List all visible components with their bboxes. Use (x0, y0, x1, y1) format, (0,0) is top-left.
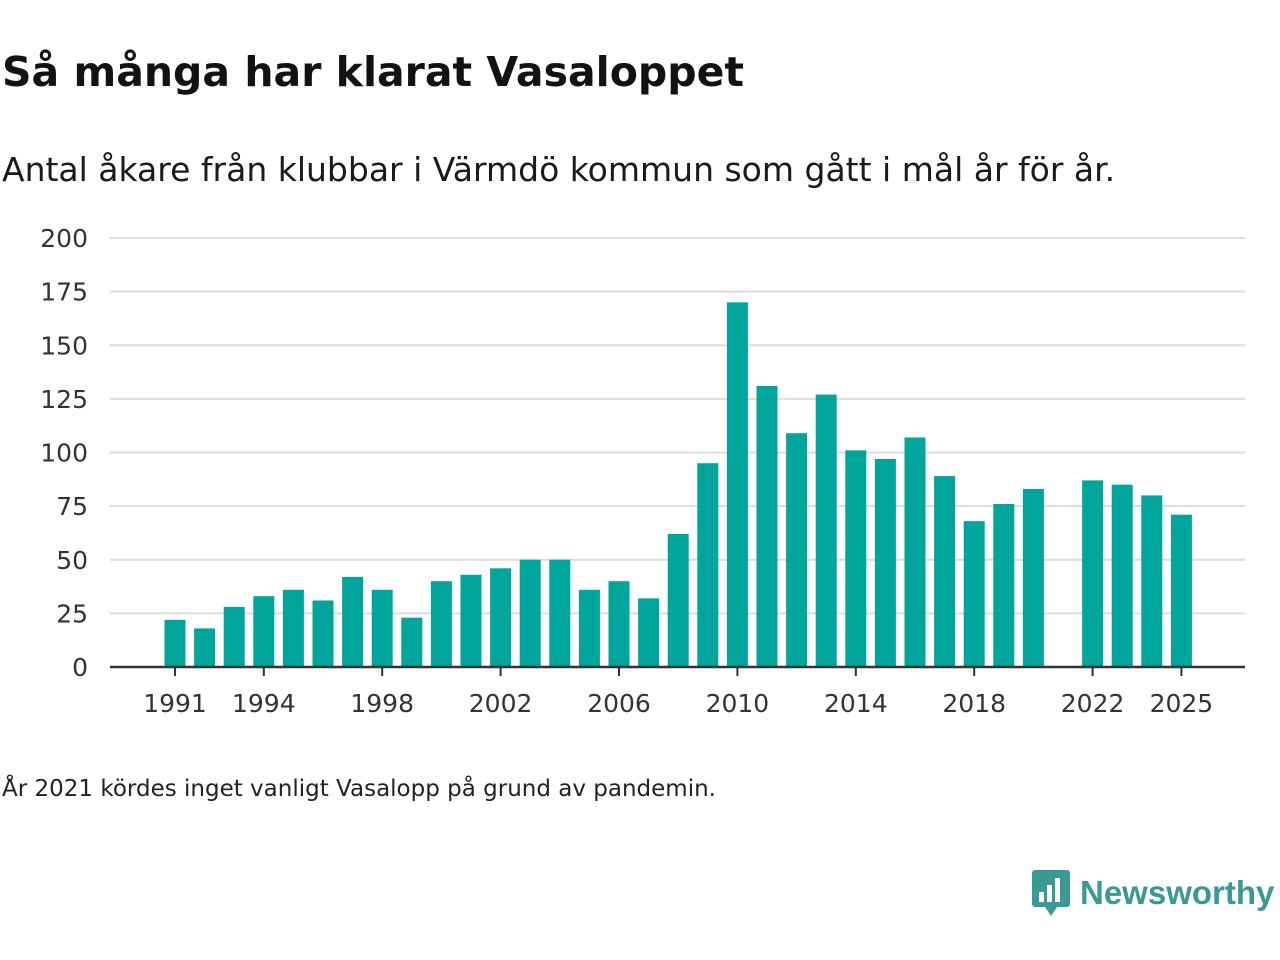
x-tick-label: 1994 (232, 689, 296, 718)
bar-2010[interactable] (726, 302, 748, 667)
bar-2017[interactable] (934, 476, 956, 667)
bar-2007[interactable] (638, 598, 660, 667)
bar-2014[interactable] (845, 450, 867, 667)
bar-1998[interactable] (371, 589, 393, 667)
bar-1992[interactable] (194, 628, 216, 667)
bar-1991[interactable] (164, 619, 186, 667)
bar-1995[interactable] (282, 589, 304, 667)
x-tick-label: 1998 (350, 689, 414, 718)
bar-2023[interactable] (1111, 484, 1133, 667)
bar-2016[interactable] (904, 437, 926, 667)
bar-2020[interactable] (1022, 488, 1044, 667)
bar-2009[interactable] (697, 463, 719, 667)
bar-2004[interactable] (549, 559, 571, 667)
bar-2002[interactable] (490, 568, 512, 667)
bar-2015[interactable] (874, 458, 896, 667)
x-tick-label: 2010 (706, 689, 770, 718)
chart-title: Så många har klarat Vasaloppet (2, 48, 744, 96)
x-tick-label: 2006 (587, 689, 651, 718)
bar-2024[interactable] (1141, 495, 1163, 667)
bar-2019[interactable] (993, 503, 1015, 667)
bar-2011[interactable] (756, 386, 778, 667)
bar-2003[interactable] (519, 559, 541, 667)
bar-1999[interactable] (401, 617, 423, 667)
newsworthy-logo-icon (1032, 870, 1070, 916)
bar-2022[interactable] (1082, 480, 1104, 667)
bar-1996[interactable] (312, 600, 334, 667)
bar-1994[interactable] (253, 596, 275, 667)
x-tick-label: 2018 (942, 689, 1006, 718)
x-tick-label: 2022 (1061, 689, 1125, 718)
bar-2001[interactable] (460, 574, 482, 667)
bar-chart: 0 25 50 75 100 125 150 175 200 1991 1994 1998 2002 2… (40, 224, 1245, 718)
x-tick-label: 2025 (1150, 689, 1214, 718)
bar-2012[interactable] (786, 433, 808, 667)
bar-2025[interactable] (1170, 514, 1192, 667)
bar-2000[interactable] (430, 581, 452, 667)
y-tick-label: 150 (40, 331, 88, 360)
x-tick-label: 2014 (824, 689, 888, 718)
x-tick-label: 2002 (469, 689, 533, 718)
bar-2013[interactable] (815, 394, 837, 667)
y-tick-label: 0 (72, 653, 88, 682)
bar-2006[interactable] (608, 581, 630, 667)
y-tick-label: 125 (40, 385, 88, 414)
brand-name: Newsworthy (1080, 874, 1275, 911)
bar-1997[interactable] (342, 576, 364, 667)
x-tick-label: 1991 (143, 689, 207, 718)
y-tick-label: 200 (40, 224, 88, 253)
y-tick-label: 50 (56, 546, 88, 575)
bar-2008[interactable] (667, 534, 689, 667)
bar-2018[interactable] (963, 521, 985, 667)
bar-2005[interactable] (578, 589, 600, 667)
y-tick-label: 175 (40, 278, 88, 307)
chart-subtitle: Antal åkare från klubbar i Värmdö kommun… (2, 150, 1116, 189)
brand-logo: Newsworthy (1032, 868, 1274, 918)
footnote: År 2021 kördes inget vanligt Vasalopp på… (2, 776, 716, 802)
bar-1993[interactable] (223, 606, 245, 667)
y-tick-label: 75 (56, 492, 88, 521)
y-tick-label: 25 (56, 599, 88, 628)
y-tick-label: 100 (40, 439, 88, 468)
